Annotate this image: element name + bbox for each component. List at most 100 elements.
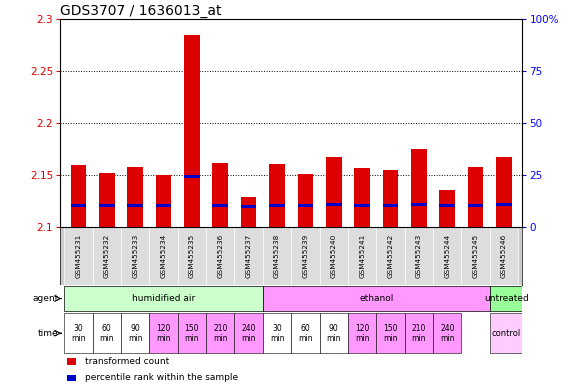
Bar [405, 227, 433, 285]
Text: 120
min: 120 min [355, 324, 369, 343]
Bar [206, 227, 235, 285]
Text: 90
min: 90 min [128, 324, 142, 343]
Bar [241, 205, 256, 208]
Text: control: control [492, 329, 521, 338]
Text: GSM455236: GSM455236 [218, 234, 223, 278]
Bar [269, 164, 285, 227]
Bar [496, 157, 512, 227]
Bar [93, 313, 121, 353]
Bar [297, 174, 313, 227]
Bar [490, 227, 518, 285]
Text: 210
min: 210 min [412, 324, 426, 343]
Bar [320, 227, 348, 285]
Bar [348, 227, 376, 285]
Text: untreated: untreated [484, 294, 529, 303]
Bar [461, 227, 490, 285]
Bar [326, 157, 341, 227]
Text: GSM455246: GSM455246 [501, 234, 507, 278]
Bar [405, 313, 433, 353]
Bar [383, 170, 399, 227]
Bar [440, 190, 455, 227]
Text: 30
min: 30 min [71, 324, 86, 343]
Bar [64, 286, 263, 311]
Bar [433, 227, 461, 285]
Bar [67, 375, 75, 381]
Bar [355, 204, 370, 207]
Bar [355, 168, 370, 227]
Bar [235, 227, 263, 285]
Bar [178, 313, 206, 353]
Bar [127, 167, 143, 227]
Bar [269, 204, 285, 207]
Text: GSM455241: GSM455241 [359, 234, 365, 278]
Bar [212, 204, 228, 207]
Text: GSM455242: GSM455242 [388, 234, 393, 278]
Text: GSM455234: GSM455234 [160, 234, 167, 278]
Bar [71, 204, 86, 207]
Bar [468, 167, 484, 227]
Text: 150
min: 150 min [383, 324, 398, 343]
Text: GSM455231: GSM455231 [75, 234, 82, 278]
Bar [93, 227, 121, 285]
Bar [291, 227, 320, 285]
Bar [99, 173, 115, 227]
Bar [297, 204, 313, 207]
Bar [150, 313, 178, 353]
Text: 60
min: 60 min [99, 324, 114, 343]
Bar [326, 203, 341, 205]
Bar [127, 204, 143, 207]
Bar [496, 203, 512, 205]
Text: 150
min: 150 min [184, 324, 199, 343]
Bar [64, 227, 93, 285]
Bar [156, 175, 171, 227]
Bar [67, 358, 75, 365]
Bar [241, 197, 256, 227]
Bar [150, 227, 178, 285]
Bar [184, 175, 200, 177]
Text: 30
min: 30 min [270, 324, 284, 343]
Bar [468, 204, 484, 207]
Text: 90
min: 90 min [327, 324, 341, 343]
Text: 60
min: 60 min [298, 324, 313, 343]
Bar [376, 227, 405, 285]
Text: ethanol: ethanol [359, 294, 393, 303]
Text: 210
min: 210 min [213, 324, 227, 343]
Text: transformed count: transformed count [86, 357, 170, 366]
Bar [71, 165, 86, 227]
Bar [348, 313, 376, 353]
Bar [490, 286, 522, 311]
Bar [121, 227, 150, 285]
Bar [64, 313, 93, 353]
Bar [263, 286, 490, 311]
Bar [212, 162, 228, 227]
Bar [440, 204, 455, 207]
Text: GSM455244: GSM455244 [444, 234, 451, 278]
Bar [383, 204, 399, 207]
Text: percentile rank within the sample: percentile rank within the sample [86, 374, 239, 382]
Text: GSM455238: GSM455238 [274, 234, 280, 278]
Text: GSM455232: GSM455232 [104, 234, 110, 278]
Bar [178, 227, 206, 285]
Bar [411, 203, 427, 205]
Text: 120
min: 120 min [156, 324, 171, 343]
Bar [263, 313, 291, 353]
Bar [99, 204, 115, 207]
Text: GSM455233: GSM455233 [132, 234, 138, 278]
Text: GSM455240: GSM455240 [331, 234, 337, 278]
Text: humidified air: humidified air [132, 294, 195, 303]
Text: time: time [38, 329, 59, 338]
Text: GDS3707 / 1636013_at: GDS3707 / 1636013_at [60, 4, 222, 18]
Text: GSM455245: GSM455245 [473, 234, 478, 278]
Bar [263, 227, 291, 285]
Bar [320, 313, 348, 353]
Bar [433, 313, 461, 353]
Bar [376, 313, 405, 353]
Bar [121, 313, 150, 353]
Text: GSM455243: GSM455243 [416, 234, 422, 278]
Bar [235, 313, 263, 353]
Bar [490, 313, 522, 353]
Text: GSM455239: GSM455239 [303, 234, 308, 278]
Bar [291, 313, 320, 353]
Bar [206, 313, 235, 353]
Text: agent: agent [33, 294, 59, 303]
